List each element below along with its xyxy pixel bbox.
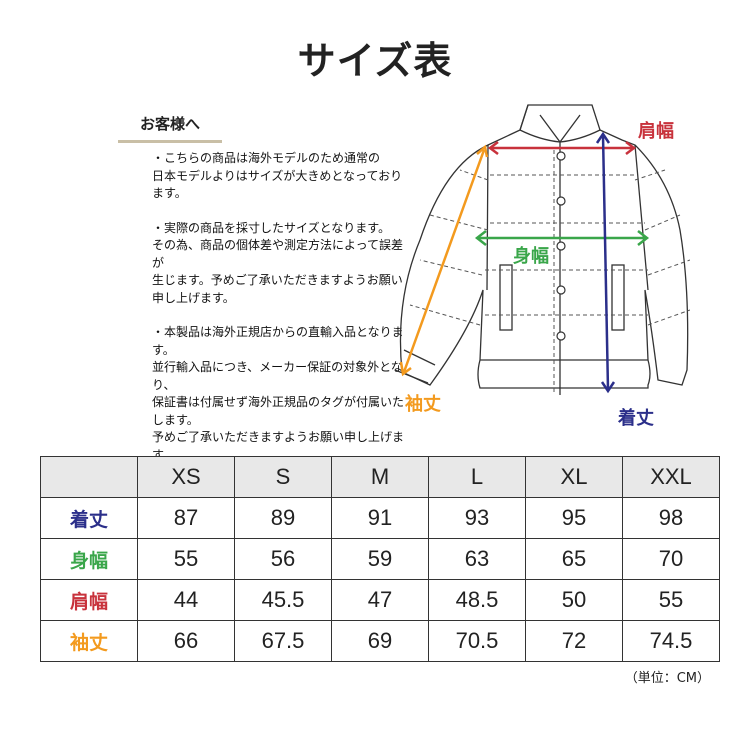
table-cell: 55 [622,579,720,621]
table-cell: 72 [525,620,623,662]
unit-note: （単位：CM） [624,671,710,686]
row-label: 着丈 [40,497,138,539]
table-cell: 63 [428,538,526,580]
table-cell: 70.5 [428,620,526,662]
table-row: 着丈 87 89 91 93 95 98 [40,497,720,539]
shoulder-label: 肩幅 [638,121,674,142]
table-row: 身幅 55 56 59 63 65 70 [40,538,720,580]
size-table: XS S M L XL XXL 着丈 87 89 91 93 95 98 身幅 55 56 59 63… [40,456,720,662]
table-cell: 50 [525,579,623,621]
table-cell: 56 [234,538,332,580]
notice-paragraph: ・本製品は海外正規店からの直輸入品となります。 並行輸入品につき、メーカー保証の… [152,325,405,462]
table-cell: 55 [137,538,235,580]
row-label: 袖丈 [40,620,138,662]
notice-paragraph: ・実際の商品を採寸したサイズとなります。 その為、商品の個体差や測定方法によって… [152,220,404,305]
size-header: S [234,456,332,498]
size-header: L [428,456,526,498]
jacket-diagram [394,104,690,395]
row-label: 肩幅 [40,579,138,621]
header-empty-cell [40,456,138,498]
sleeve-label: 袖丈 [405,394,441,415]
table-cell: 91 [331,497,429,539]
table-cell: 89 [234,497,332,539]
sleeve-arrow [402,149,486,373]
notice-text: ・こちらの商品は海外モデルのため通常の 日本モデルよりはサイズが大きめとなってお… [152,150,412,481]
table-cell: 69 [331,620,429,662]
table-header-row: XS S M L XL XXL [40,456,720,498]
table-row: 袖丈 66 67.5 69 70.5 72 74.5 [40,620,720,662]
size-header: XXL [622,456,720,498]
length-label: 着丈 [618,408,654,429]
row-label: 身幅 [40,538,138,580]
table-cell: 95 [525,497,623,539]
body-width-label: 身幅 [513,246,549,267]
table-cell: 47 [331,579,429,621]
page-title: サイズ表 [297,39,453,83]
table-cell: 70 [622,538,720,580]
table-row: 肩幅 44 45.5 47 48.5 50 55 [40,579,720,621]
table-cell: 48.5 [428,579,526,621]
table-cell: 65 [525,538,623,580]
table-cell: 66 [137,620,235,662]
size-header: XS [137,456,235,498]
size-header: M [331,456,429,498]
table-cell: 44 [137,579,235,621]
length-arrow [601,134,610,391]
table-cell: 59 [331,538,429,580]
table-cell: 93 [428,497,526,539]
size-header: XL [525,456,623,498]
table-cell: 98 [622,497,720,539]
table-cell: 87 [137,497,235,539]
table-cell: 74.5 [622,620,720,662]
notice-heading: お客様へ [118,113,222,143]
table-cell: 67.5 [234,620,332,662]
table-cell: 45.5 [234,579,332,621]
notice-paragraph: ・こちらの商品は海外モデルのため通常の 日本モデルよりはサイズが大きめとなってお… [152,151,403,200]
